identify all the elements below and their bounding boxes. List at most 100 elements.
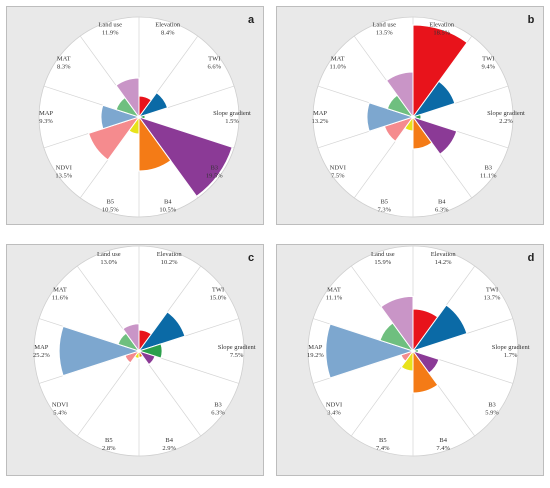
category-label: Elevation (429, 22, 455, 29)
value-label: 2.2% (499, 118, 513, 125)
category-label: B4 (164, 198, 172, 205)
category-label: MAP (39, 110, 53, 117)
category-label: B3 (214, 401, 222, 408)
wedge-map (100, 104, 141, 130)
wedge-map (58, 325, 141, 377)
wedge-b4 (412, 115, 433, 150)
value-label: 9.4% (481, 63, 495, 70)
wedge-slope-gradient (137, 343, 163, 359)
value-label: 2.9% (162, 445, 176, 452)
category-label: Elevation (157, 251, 183, 258)
value-label: 7.5% (331, 173, 345, 180)
panel-letter: c (248, 252, 254, 264)
wedge-map (325, 323, 415, 379)
wedge-land-use (385, 71, 414, 119)
category-label: B3 (484, 165, 492, 172)
wedge-land-use (115, 77, 140, 119)
value-label: 11.1% (480, 173, 497, 180)
value-label: 5.4% (53, 409, 67, 416)
value-label: 13.2% (312, 118, 329, 125)
value-label: 19.2% (307, 352, 324, 359)
wedge-b3 (411, 116, 458, 155)
value-label: 25.2% (33, 352, 50, 359)
value-label: 1.7% (504, 352, 518, 359)
value-label: 9.3% (39, 118, 53, 125)
value-label: 6.6% (207, 63, 221, 70)
wedge-b3 (137, 350, 156, 366)
wedge-b5 (400, 349, 414, 372)
category-label: Slope gradient (487, 110, 525, 117)
wedge-twi (411, 304, 468, 352)
wedge-map (366, 102, 415, 132)
wedge-elevation (412, 24, 468, 119)
value-label: 13.7% (484, 295, 501, 302)
category-label: Slope gradient (218, 344, 256, 351)
category-label: TWI (212, 287, 224, 294)
sector-divider (76, 350, 140, 437)
chart-panel-d: Elevation 14.2% TWI 13.7% Slope gradient 1.7%… (276, 244, 544, 476)
category-label: TWI (482, 55, 494, 62)
sector-divider (138, 350, 202, 437)
value-label: 10.5% (159, 206, 176, 213)
category-label: MAT (57, 55, 71, 62)
value-label: 2.8% (102, 445, 116, 452)
category-label: B5 (105, 437, 113, 444)
category-label: B5 (380, 198, 388, 205)
chart-panel-b: Elevation 18.5% TWI 9.4% Slope gradient 2.2% B… (276, 6, 544, 225)
value-label: 10.5% (102, 206, 119, 213)
category-label: MAP (34, 344, 48, 351)
category-label: Land use (371, 251, 395, 258)
category-label: B5 (106, 198, 114, 205)
category-label: NDVI (326, 401, 342, 408)
value-label: 11.9% (102, 30, 119, 37)
panel-letter: a (248, 14, 255, 26)
value-label: 13.5% (376, 30, 393, 37)
value-label: 13.5% (55, 173, 72, 180)
value-label: 19.5% (206, 173, 223, 180)
wedge-twi (411, 80, 456, 118)
category-label: B4 (438, 198, 446, 205)
value-label: 7.5% (230, 352, 244, 359)
value-label: 8.4% (161, 30, 175, 37)
category-label: NDVI (330, 165, 346, 172)
chart-panel-c: Elevation 10.2% TWI 15.0% Slope gradient 7.5%… (6, 244, 264, 476)
category-label: B3 (488, 401, 496, 408)
category-label: Slope gradient (213, 110, 251, 117)
value-label: 8.3% (57, 63, 71, 70)
category-label: Elevation (431, 251, 457, 258)
category-label: NDVI (56, 165, 72, 172)
value-label: 13.0% (100, 259, 117, 266)
wedge-land-use (380, 295, 414, 353)
value-label: 7.4% (376, 445, 390, 452)
category-label: MAT (331, 55, 345, 62)
value-label: 10.2% (161, 259, 178, 266)
value-label: 11.6% (52, 295, 69, 302)
category-label: TWI (208, 55, 220, 62)
category-label: NDVI (52, 401, 68, 408)
category-label: MAT (53, 287, 67, 294)
category-label: B4 (439, 437, 447, 444)
value-label: 6.3% (211, 409, 225, 416)
category-label: Land use (98, 22, 122, 29)
value-label: 7.4% (436, 445, 450, 452)
category-label: MAP (308, 344, 322, 351)
value-label: 7.3% (377, 206, 391, 213)
value-label: 11.0% (329, 63, 346, 70)
panel-letter: d (528, 252, 535, 264)
wedge-twi (137, 92, 169, 118)
value-label: 5.9% (485, 409, 499, 416)
category-label: Land use (97, 251, 121, 258)
category-label: Slope gradient (492, 344, 530, 351)
value-label: 1.5% (225, 118, 239, 125)
wedge-ndvi (87, 116, 141, 161)
category-label: MAT (327, 287, 341, 294)
wedge-b3 (137, 116, 233, 197)
wedge-b4 (138, 115, 172, 172)
wedge-twi (137, 311, 186, 352)
category-label: TWI (486, 287, 498, 294)
category-label: MAP (313, 110, 327, 117)
